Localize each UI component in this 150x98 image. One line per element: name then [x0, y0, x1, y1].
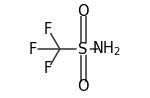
Circle shape: [80, 83, 87, 90]
Circle shape: [44, 25, 52, 33]
Circle shape: [99, 41, 114, 57]
Circle shape: [44, 65, 52, 73]
Text: O: O: [77, 4, 89, 19]
Text: F: F: [29, 41, 37, 57]
Text: NH$_2$: NH$_2$: [92, 40, 121, 58]
Circle shape: [80, 8, 87, 15]
Text: F: F: [44, 22, 52, 37]
Text: S: S: [78, 41, 88, 57]
Text: O: O: [77, 79, 89, 94]
Circle shape: [29, 45, 37, 53]
Circle shape: [77, 43, 89, 55]
Text: F: F: [44, 61, 52, 76]
